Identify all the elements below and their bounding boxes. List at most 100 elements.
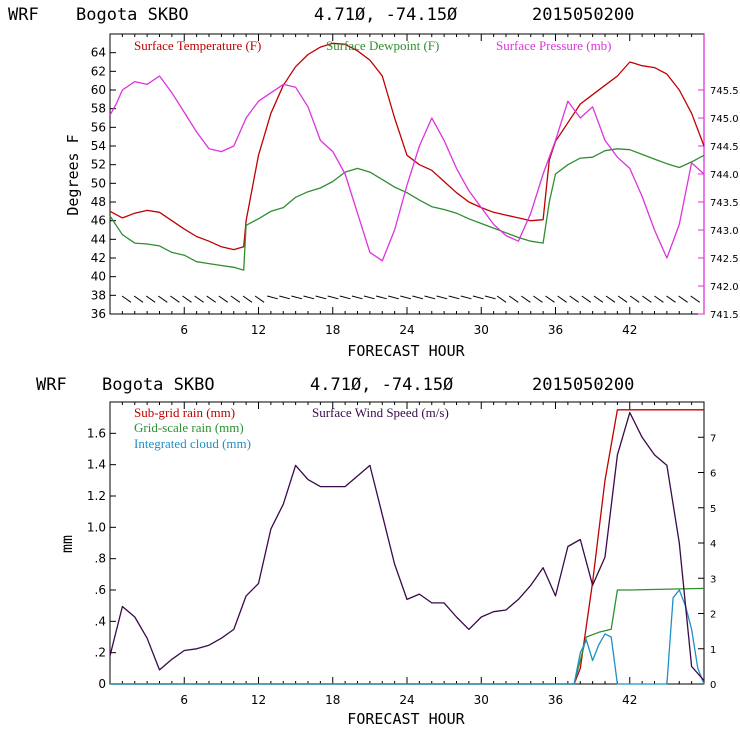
wind-barb — [460, 295, 472, 300]
y-tick-label: .4 — [95, 614, 106, 628]
y-tick-label: 38 — [91, 288, 106, 302]
y-tick-label: 1.4 — [87, 458, 106, 472]
y-tick-label: 60 — [91, 83, 106, 97]
bottom-header-model: WRF — [36, 375, 67, 395]
y-tick-label: 1.0 — [87, 520, 106, 534]
wind-barb — [279, 295, 291, 300]
wind-barb — [145, 295, 156, 303]
series-surface-wind-speed-m-s — [109, 411, 705, 681]
wind-barb — [581, 295, 592, 303]
wind-barb — [617, 295, 628, 303]
x-tick-label: 42 — [622, 693, 637, 707]
wind-barbs — [121, 295, 700, 303]
top-y-ticks: 36 38 40 42 44 46 48 50 52 54 56 58 60 62 64 — [91, 46, 116, 321]
x-tick-label: 18 — [325, 323, 340, 337]
bottom-xlabel: FORECAST HOUR — [347, 710, 465, 728]
y-tick-label: .8 — [95, 552, 106, 566]
wind-barb — [678, 295, 688, 303]
x-tick-label: 30 — [474, 323, 489, 337]
top-header-model: WRF — [8, 5, 39, 25]
wind-barb — [363, 295, 375, 300]
bottom-panel: WRF Bogota SKBO 4.71Ø, -74.15Ø 201505020… — [36, 375, 716, 728]
right-tick-label: 745.5 — [710, 86, 739, 97]
wind-barb — [484, 295, 496, 300]
y-tick-label: 46 — [91, 214, 106, 228]
legend-temperature: Surface Temperature (F) — [134, 38, 261, 53]
y-tick-label: 1.6 — [87, 426, 106, 440]
x-tick-label: 12 — [251, 323, 266, 337]
wind-barb — [351, 295, 363, 300]
bottom-x-ticks: 6 12 18 24 30 36 42 — [121, 402, 693, 707]
y-tick-label: 50 — [91, 176, 106, 190]
right-tick-label: 3 — [710, 574, 716, 585]
y-tick-label: 1.2 — [87, 489, 106, 503]
wind-barb — [375, 295, 387, 300]
wind-barb — [194, 295, 204, 303]
series-integrated-cloud-mm — [110, 589, 705, 685]
wind-barb — [242, 295, 253, 303]
legend-dewpoint: Surface Dewpoint (F) — [326, 38, 439, 53]
y-tick-label: 36 — [91, 307, 106, 321]
right-tick-label: 741.5 — [710, 310, 739, 321]
wind-barb — [508, 295, 519, 303]
right-tick-label: 745.0 — [710, 114, 739, 125]
x-tick-label: 30 — [474, 693, 489, 707]
series-surface-dewpoint-f — [109, 148, 705, 271]
wind-barb — [690, 295, 700, 303]
y-tick-label: 52 — [91, 158, 106, 172]
series-surface-pressure-mb — [109, 75, 705, 262]
wind-barb — [230, 295, 241, 303]
right-tick-label: 1 — [710, 645, 716, 656]
wind-barb — [121, 295, 132, 303]
y-tick-label: 54 — [91, 139, 106, 153]
x-tick-label: 24 — [399, 323, 414, 337]
y-tick-label: 62 — [91, 64, 106, 78]
x-tick-label: 36 — [548, 323, 563, 337]
wind-barb — [533, 295, 543, 303]
wind-barb — [654, 295, 664, 303]
wind-barb — [448, 295, 460, 300]
y-tick-label: 42 — [91, 251, 106, 265]
right-tick-label: 744.5 — [710, 142, 739, 153]
wind-barb — [206, 295, 216, 303]
wind-barb — [424, 295, 436, 300]
top-xlabel: FORECAST HOUR — [347, 342, 465, 360]
wind-barb — [388, 295, 399, 300]
right-tick-label: 4 — [710, 539, 716, 550]
wind-barb — [267, 295, 278, 300]
wind-barb — [254, 295, 265, 303]
wind-barb — [303, 295, 315, 300]
wind-barb — [133, 295, 144, 303]
right-tick-label: 743.5 — [710, 198, 739, 209]
top-legend: Surface Temperature (F) Surface Dewpoint… — [134, 38, 612, 53]
wind-barb — [521, 295, 531, 303]
y-tick-label: .2 — [95, 646, 106, 660]
top-header-coords: 4.71Ø, -74.15Ø — [314, 5, 457, 25]
top-plot-frame — [109, 33, 705, 315]
y-tick-label: .6 — [95, 583, 106, 597]
bottom-header-station: Bogota SKBO — [102, 375, 215, 395]
wind-barb — [496, 295, 507, 303]
wind-barb — [158, 295, 168, 303]
right-tick-label: 5 — [710, 504, 716, 515]
right-tick-label: 742.0 — [710, 282, 739, 293]
wind-barb — [593, 295, 604, 303]
wind-barb — [605, 295, 616, 303]
wind-barb — [339, 295, 351, 300]
right-tick-label: 0 — [710, 680, 716, 691]
wind-barb — [545, 295, 555, 303]
wind-barb — [629, 295, 640, 303]
legend-subgrid-rain: Sub-grid rain (mm) — [134, 405, 235, 420]
right-tick-label: 7 — [710, 433, 716, 444]
top-ylabel: Degrees F — [64, 134, 82, 215]
bottom-header-init: 2015050200 — [532, 375, 634, 395]
wind-barb — [666, 295, 676, 303]
x-tick-label: 36 — [548, 693, 563, 707]
wind-barb — [315, 295, 327, 300]
wind-barb — [218, 295, 229, 303]
wind-barb — [327, 295, 339, 300]
right-tick-label: 6 — [710, 469, 716, 480]
top-x-ticks: 6 12 18 24 30 36 42 — [121, 34, 693, 337]
x-tick-label: 6 — [180, 323, 188, 337]
